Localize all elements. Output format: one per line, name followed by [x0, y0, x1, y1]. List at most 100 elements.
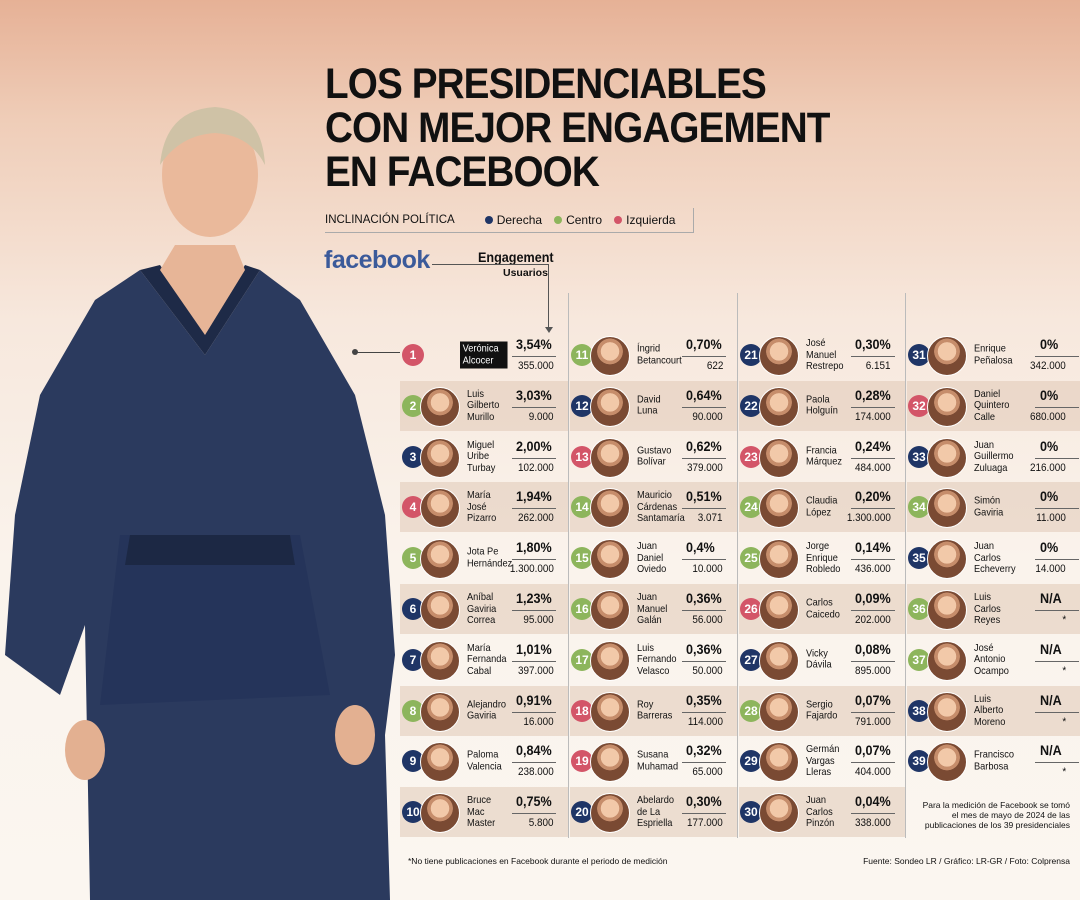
candidate-name-part: Echeverry [974, 562, 1016, 575]
engagement-key-label: Engagement [478, 249, 554, 265]
value-separator [682, 813, 726, 815]
table-row: 19 Susana Muhamad 0,32% 65.000 [570, 736, 737, 786]
users-value: 262.000 [518, 512, 554, 525]
candidate-name-part: López [806, 506, 832, 519]
candidate-avatar [759, 691, 799, 732]
value-separator [851, 762, 895, 764]
candidate-name: Juan Carlos Pinzón [806, 793, 857, 830]
users-value: * [1062, 715, 1066, 728]
candidate-name: Germán Vargas Lleras [806, 744, 857, 779]
engagement-value: 3,54% [516, 336, 552, 352]
value-separator [682, 610, 726, 611]
users-value: 90.000 [692, 410, 723, 423]
rank-badge: 17 [571, 648, 593, 671]
candidate-name-part: Luis [974, 692, 991, 705]
table-row: 24 Claudia López 0,20% 1.300.000 [739, 482, 905, 533]
users-value: 1.300.000 [509, 563, 554, 576]
candidate-name: Luis Carlos Reyes [974, 591, 1025, 627]
legend-item-derecha: Derecha [484, 213, 542, 227]
candidate-name: David Luna [637, 394, 688, 417]
candidate-name-part: José [974, 641, 994, 654]
candidate-name: Paola Holguín [806, 394, 857, 417]
users-value: 680.000 [1030, 410, 1066, 423]
candidate-name: Vicky Dávila [806, 648, 857, 671]
candidate-avatar [759, 437, 799, 478]
table-row: 7 María Fernanda Cabal 1,01% 397.000 [400, 635, 568, 685]
candidate-name: Claudia López [806, 495, 857, 519]
candidate-name-part: Miguel [467, 438, 495, 451]
rank-badge: 28 [740, 699, 762, 722]
candidate-name: Íngrid Betancourt [637, 342, 688, 367]
candidate-name: Aníbal Gaviria Correa [467, 591, 518, 627]
candidate-name-part: Gustavo [637, 444, 672, 457]
users-value: * [1062, 614, 1066, 626]
candidate-name-part: Susana [637, 748, 669, 761]
engagement-value: 1,23% [516, 590, 552, 606]
engagement-value: 0,70% [686, 336, 722, 352]
candidate-name-part: Pinzón [806, 816, 835, 829]
legend-item-centro: Centro [554, 213, 602, 227]
rank-badge: 5 [402, 547, 424, 570]
engagement-value: 0,75% [516, 793, 552, 810]
candidate-avatar [927, 640, 967, 681]
candidate-name: Francia Márquez [806, 445, 857, 468]
candidate-name: Carlos Caicedo [806, 597, 857, 621]
facebook-logo: facebook [324, 246, 430, 274]
table-row: 30 Juan Carlos Pinzón 0,04% 338.000 [739, 787, 905, 838]
legend-text-centro: Centro [566, 213, 603, 227]
engagement-value: 0,62% [686, 437, 722, 454]
candidate-name-part: Simón [974, 494, 1001, 507]
candidate-avatar [759, 742, 799, 783]
table-row: 20 Abelardo de La Espriella 0,30% 177.000 [570, 787, 737, 838]
users-value: 397.000 [518, 664, 554, 677]
table-row: 21 José Manuel Restrepo 0,30% 6.151 [739, 330, 905, 380]
candidate-name-part: Carlos [974, 602, 1001, 615]
candidate-avatar [420, 539, 460, 580]
candidate-name-part: Pizarro [467, 512, 497, 525]
candidate-name-part: Juan [637, 539, 658, 552]
table-row: 39 Francisco Barbosa N/A * [907, 736, 1080, 786]
rank-badge: 21 [740, 344, 762, 366]
engagement-value: 0,36% [686, 590, 722, 606]
candidate-name-part: Márquez [806, 455, 842, 468]
chart-title: LOS PRESIDENCIABLES CON MEJOR ENGAGEMENT… [325, 60, 830, 194]
engagement-value: 0,84% [516, 742, 552, 759]
value-separator [512, 762, 556, 764]
rank-badge: 31 [908, 344, 930, 366]
candidate-name-part: Valencia [467, 760, 502, 773]
candidate-name: Luis Fernando Velasco [637, 642, 688, 678]
rank-badge: 4 [402, 496, 424, 519]
rank-badge: 37 [908, 648, 930, 671]
candidate-name-part: Juan [806, 793, 827, 806]
engagement-value: 0,51% [686, 488, 722, 505]
users-value: 355.000 [518, 360, 554, 372]
rank-badge: 15 [571, 547, 593, 570]
candidate-avatar [590, 640, 630, 681]
candidate-name-part: Manuel [806, 348, 837, 361]
rank-badge: 32 [908, 394, 930, 417]
candidate-name-part: Vargas [806, 754, 835, 767]
candidate-name-part: Jorge [806, 539, 830, 552]
candidate-avatar [759, 386, 799, 427]
chart-title-line-1: LOS PRESIDENCIABLES [325, 60, 767, 108]
candidate-name: Daniel Quintero Calle [974, 388, 1025, 424]
candidate-name-part: Íngrid [637, 342, 661, 355]
rank-badge: 30 [740, 801, 762, 824]
candidate-name-part: Sergio [806, 698, 833, 711]
candidate-avatar [759, 336, 799, 376]
table-row: 16 Juan Manuel Galán 0,36% 56.000 [570, 584, 737, 634]
legend-dot-izquierda [614, 216, 623, 224]
value-separator [512, 559, 556, 561]
users-value: 56.000 [692, 614, 723, 626]
candidate-name-part: Galán [637, 613, 662, 626]
table-row: 12 David Luna 0,64% 90.000 [570, 380, 737, 431]
rank-badge: 16 [571, 598, 593, 620]
table-row: 3 Miguel Uribe Turbay 2,00% 102.000 [400, 432, 568, 482]
candidate-avatar [927, 539, 967, 580]
candidate-name-part: Fernando [637, 653, 677, 666]
candidate-avatar [590, 590, 630, 630]
column-divider-2 [737, 293, 738, 838]
candidate-name-part: Muhamad [637, 760, 679, 773]
table-row: 2 Luis Gilberto Murillo 3,03% 9.000 [400, 380, 568, 431]
candidate-name: Paloma Valencia [467, 749, 518, 773]
